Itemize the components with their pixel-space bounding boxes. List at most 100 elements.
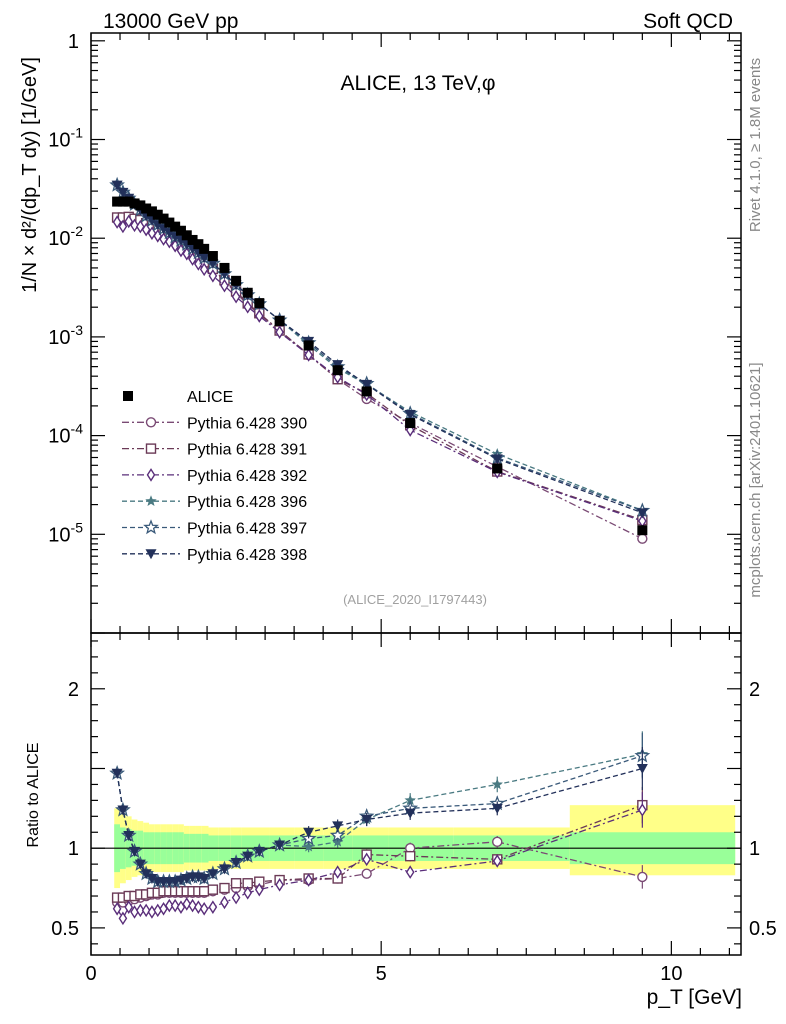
- y-tick-label: 10-5: [48, 519, 83, 546]
- y-tick-label: 10-1: [48, 125, 83, 152]
- y-tick-label: 1: [68, 31, 79, 53]
- series-398-main-point: [111, 180, 123, 191]
- x-tick-label: 5: [376, 963, 387, 985]
- series-392-ratio-point: [254, 882, 264, 897]
- data-point: [181, 230, 192, 241]
- series-392-ratio-point: [170, 898, 180, 913]
- series-392-ratio-point: [199, 901, 209, 916]
- series-396-main-line: [116, 184, 643, 511]
- data-point: [231, 275, 242, 286]
- legend-item: Pythia 6.428 398: [122, 547, 307, 564]
- ratio-y-tick-label: 1: [68, 838, 79, 860]
- series-392-ratio-point: [188, 898, 197, 913]
- series-398-main-line: [116, 184, 643, 514]
- series-392-main-point: [243, 300, 253, 314]
- series-398-ratio-point: [361, 815, 373, 826]
- legend-marker: [145, 443, 157, 454]
- data-point: [199, 243, 210, 254]
- series-398-ratio-point: [111, 768, 123, 779]
- series-392-main-point: [147, 226, 157, 241]
- series-398-ratio-point: [129, 846, 141, 857]
- series-398-ratio-point: [242, 851, 254, 862]
- data-point: [170, 221, 181, 232]
- data-point: [146, 206, 157, 217]
- ratio-y-tick-label: 0.5: [51, 918, 79, 940]
- series-398-ratio-point: [123, 830, 135, 841]
- series-398-ratio-point: [230, 858, 242, 869]
- data-point: [112, 196, 123, 207]
- legend: ALICE Pythia 6.428 390 Pythia 6.428 391 Pyt…: [122, 389, 307, 564]
- series-398-main-point: [491, 454, 503, 465]
- ratio-y-tick-label: 2: [68, 679, 79, 701]
- ratio-panel-frame: [90, 632, 742, 956]
- series-398-ratio-point: [636, 763, 648, 774]
- series-392-ratio-point: [275, 878, 284, 892]
- plot-frames: [90, 32, 742, 956]
- series-392-ratio-point: [159, 901, 168, 916]
- series-398-ratio-point: [117, 805, 129, 816]
- legend-label: Pythia 6.428 396: [187, 494, 307, 511]
- data-point: [405, 418, 416, 429]
- series-390-ratio-point: [492, 836, 503, 848]
- data-point: [123, 196, 134, 207]
- series-392-ratio-point: [118, 911, 128, 926]
- data-point: [164, 217, 175, 228]
- series-392-ratio-point: [405, 865, 415, 879]
- series-398-main-point: [198, 253, 210, 264]
- series-392-ratio-point: [147, 905, 157, 919]
- series-392-ratio-point: [194, 900, 203, 914]
- legend-marker: [145, 549, 157, 560]
- analysis-id: (ALICE_2020_I1797443): [343, 592, 487, 607]
- series-392-ratio-point: [153, 903, 163, 918]
- series-391-ratio-point: [207, 884, 219, 895]
- data-point: [254, 298, 265, 309]
- series-392-main-point: [112, 215, 122, 229]
- series-392-ratio-point: [362, 852, 371, 867]
- series-397-ratio-point: [329, 827, 346, 843]
- data-point: [242, 287, 253, 298]
- ratio-y-tick-label-right: 2: [749, 679, 760, 701]
- data-point: [141, 203, 152, 214]
- series-392-main-point: [254, 309, 264, 323]
- series-392-main-point: [304, 348, 313, 362]
- series-392-ratio-point: [165, 898, 174, 913]
- series-398-ratio-point: [274, 840, 286, 851]
- series-398-main-point: [332, 360, 344, 371]
- series-392-ratio-point: [124, 900, 134, 914]
- data-point: [492, 463, 503, 474]
- ratio-panel-series: [109, 731, 651, 926]
- ratio-y-tick-label-right: 0.5: [749, 918, 777, 940]
- data-point: [117, 196, 128, 207]
- series-398-main-point: [636, 508, 648, 519]
- series-398-ratio-point: [491, 803, 503, 814]
- series-391-ratio-point: [404, 850, 416, 862]
- data-point: [361, 386, 372, 397]
- data-point: [219, 262, 230, 273]
- series-392-ratio-point: [112, 901, 122, 916]
- series-390-main-point: [637, 533, 648, 544]
- data-point: [193, 239, 204, 250]
- series-390-ratio-point: [637, 871, 648, 883]
- series-392-ratio-point: [243, 886, 253, 900]
- series-392-main-point: [124, 214, 134, 229]
- series-396-ratio-point: [302, 840, 315, 852]
- series-392-main-point: [231, 289, 241, 304]
- series-392-ratio-point: [176, 900, 186, 914]
- series-398-main-point: [117, 187, 129, 198]
- rivet-version-label: Rivet 4.1.0, ≥ 1.8M events: [747, 58, 764, 232]
- ratio-axis-title: Ratio to ALICE: [25, 743, 42, 848]
- legend-marker: [123, 391, 133, 401]
- series-398-ratio-point: [218, 864, 230, 875]
- y-tick-label: 10-4: [48, 421, 83, 448]
- series-398-ratio-point: [134, 859, 146, 870]
- series-398-ratio-point: [207, 869, 219, 880]
- legend-item: Pythia 6.428 397: [122, 519, 307, 538]
- legend-item: Pythia 6.428 390: [122, 415, 307, 432]
- y-tick-label: 10-2: [48, 223, 83, 250]
- series-391-ratio-point: [230, 878, 242, 889]
- axis-ticks: 0 5 10 1 10-1 10-2 10-3 10-4 10-5 0.5 0.5 1 1 2 2: [48, 31, 777, 985]
- data-point: [187, 234, 198, 245]
- series-392-main-point: [130, 218, 139, 233]
- series-392-main-point: [208, 269, 218, 283]
